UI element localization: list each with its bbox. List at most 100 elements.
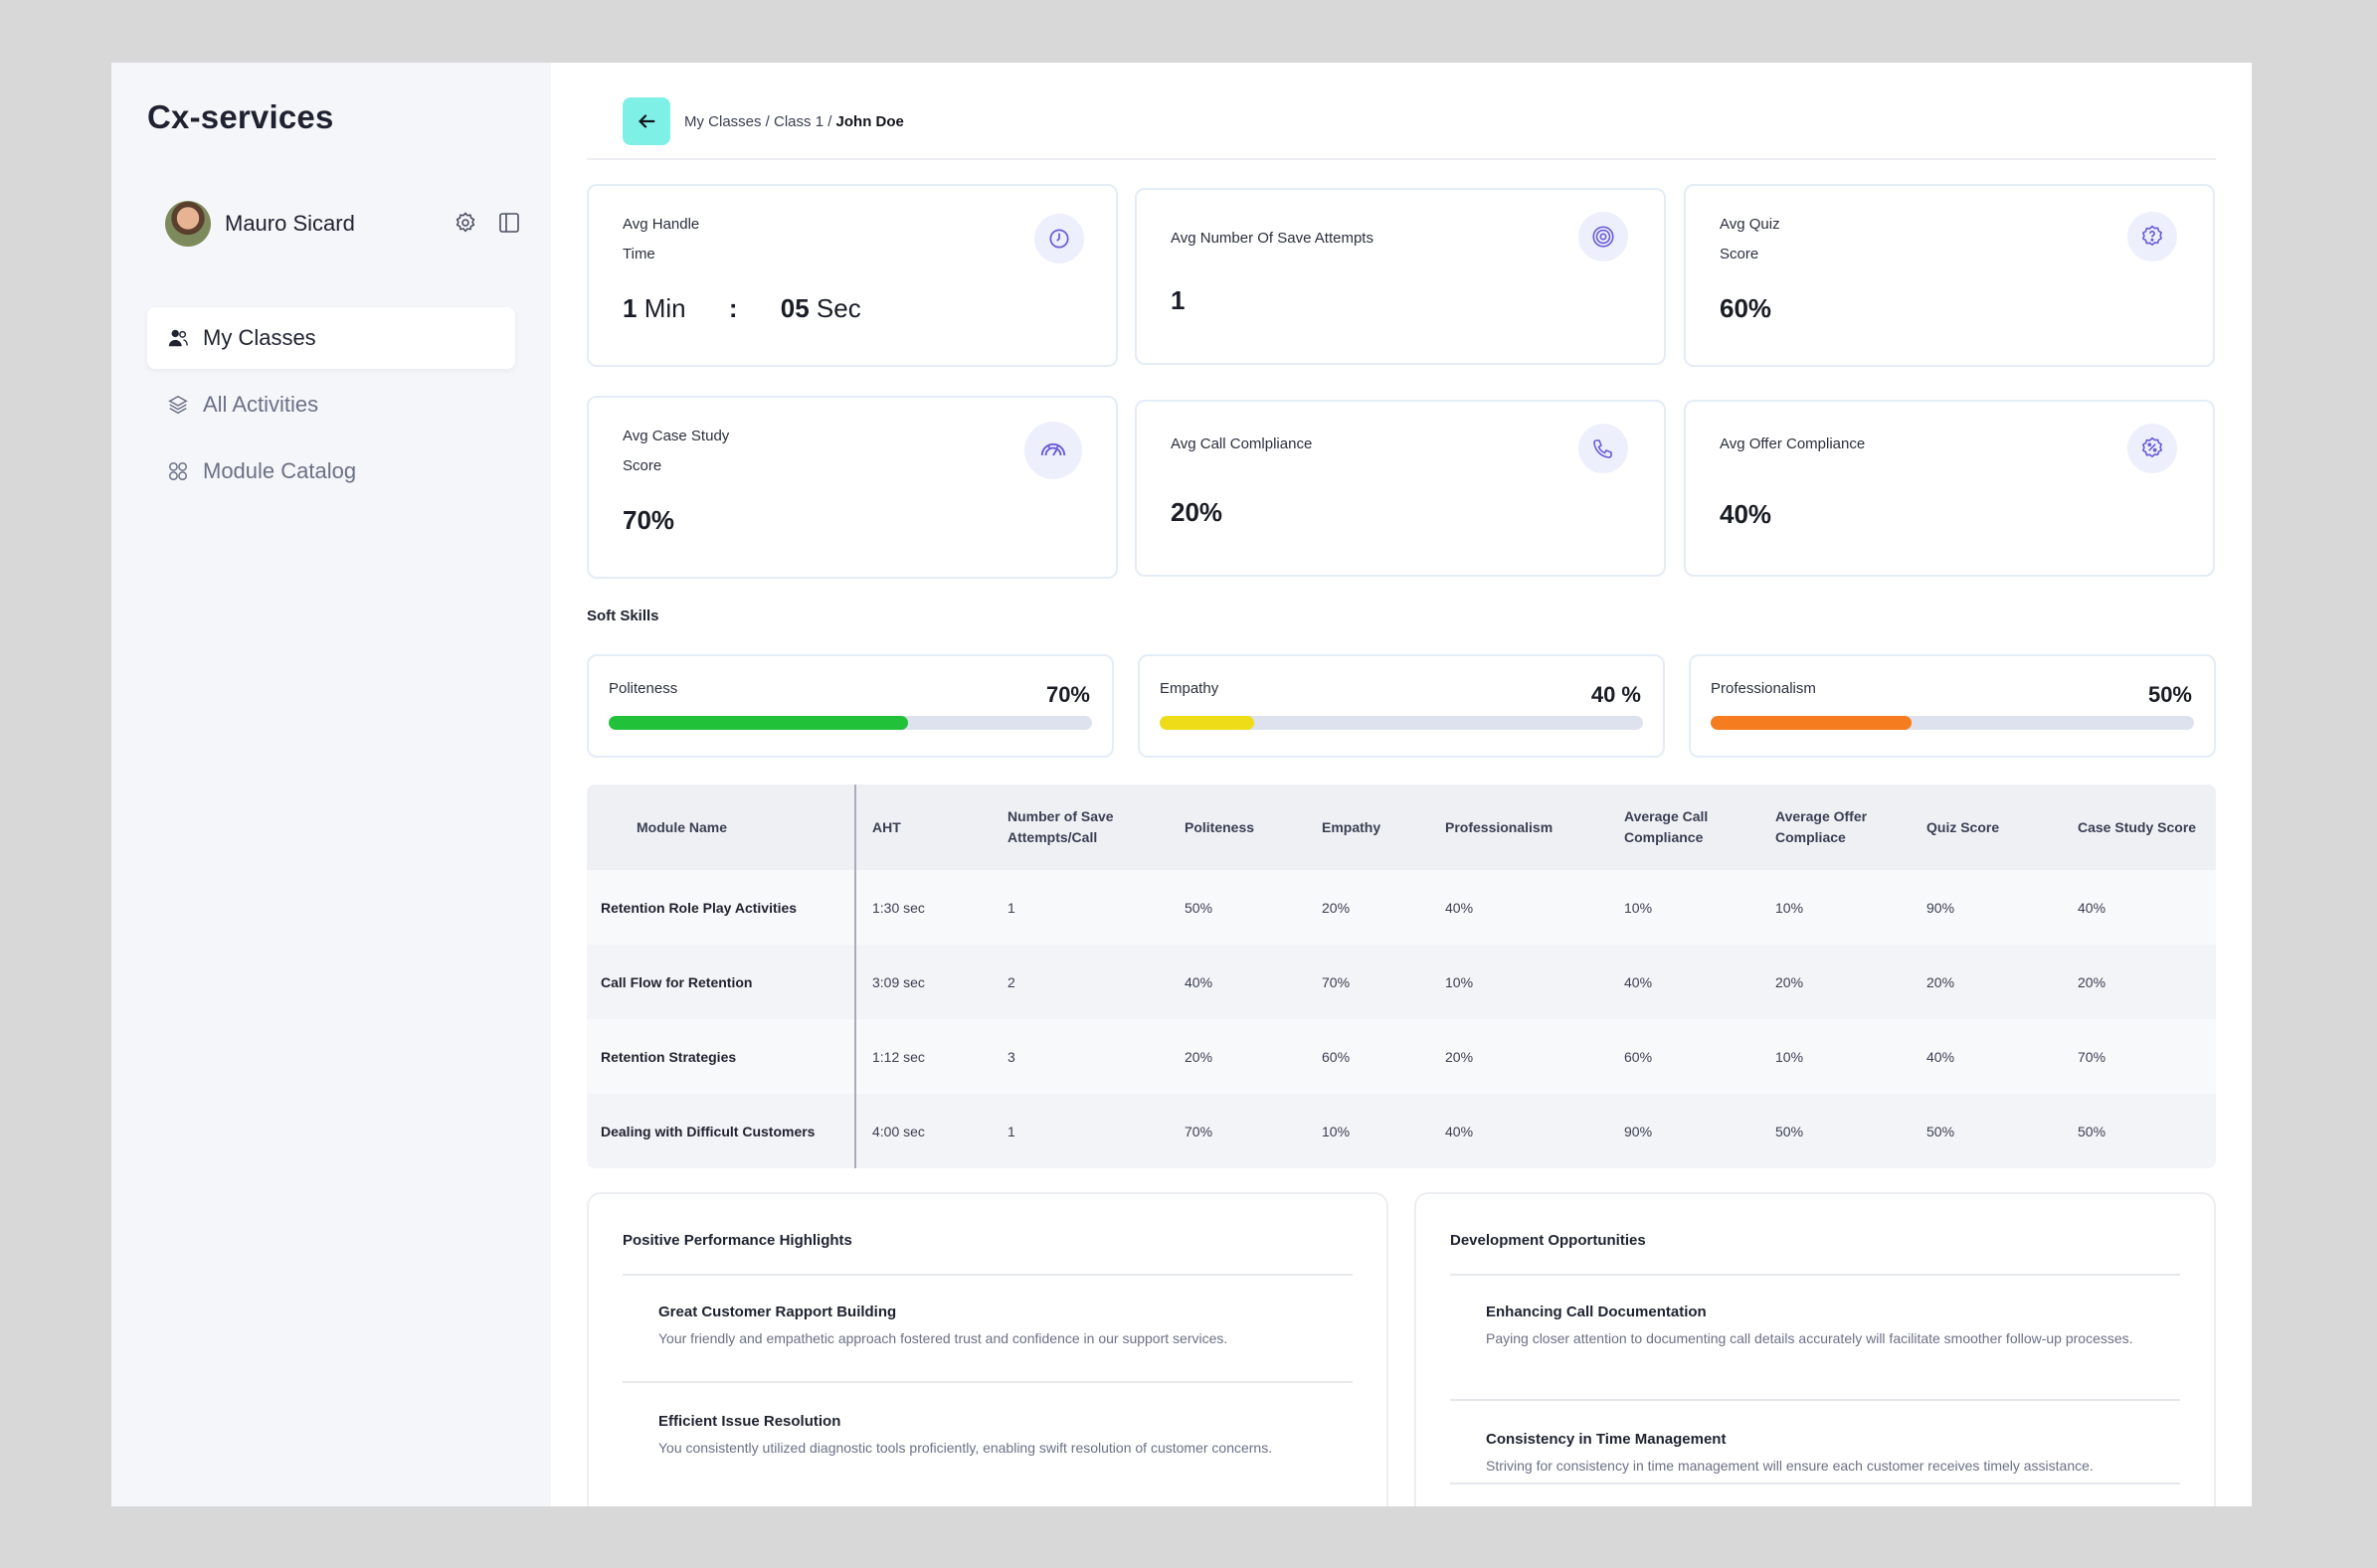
stat-card-quiz-score: Avg Quiz Score 60%: [1684, 184, 2215, 367]
highlight-text: You consistently utilized diagnostic too…: [658, 1440, 1273, 1456]
table-cell: 1: [992, 870, 1169, 945]
opportunity-title: Consistency in Time Management: [1486, 1431, 1727, 1448]
time-separator: :: [728, 293, 738, 323]
table-row[interactable]: Dealing with Difficult Customers 4:00 sec…: [587, 1094, 2216, 1168]
sidebar-toggle-icon[interactable]: [495, 209, 523, 237]
user-profile: Mauro Sicard: [165, 199, 523, 249]
table-row[interactable]: Retention Role Play Activities 1:30 sec 1 5…: [587, 870, 2216, 945]
table-cell: 10%: [1608, 870, 1759, 945]
table-cell: 3:09 sec: [855, 945, 992, 1019]
target-icon: [1578, 212, 1628, 261]
table-cell: 10%: [1759, 1019, 1911, 1094]
column-header[interactable]: Number of Save Attempts/Call: [992, 784, 1169, 870]
minutes-unit: Min: [643, 293, 686, 323]
table-cell: 50%: [1759, 1094, 1911, 1168]
sidebar-nav: My Classes All Activities Module Catalog: [147, 307, 515, 507]
column-header[interactable]: Empathy: [1306, 784, 1429, 870]
table-cell: 40%: [1429, 870, 1608, 945]
user-name: Mauro Sicard: [225, 211, 355, 236]
column-header[interactable]: Module Name: [587, 784, 856, 870]
breadcrumb-path[interactable]: My Classes / Class 1 /: [684, 112, 836, 130]
panel-title: Positive Performance Highlights: [623, 1232, 852, 1249]
gear-icon[interactable]: [452, 209, 479, 237]
users-icon: [165, 325, 191, 351]
column-header[interactable]: Average Call Compliance: [1608, 784, 1759, 870]
skill-card-politeness: Politeness 70%: [587, 654, 1114, 758]
stat-card-case-study: Avg Case Study Score 70%: [587, 396, 1118, 579]
table-cell: 50%: [1911, 1094, 2062, 1168]
table-cell: 70%: [2062, 1019, 2216, 1094]
table-cell: 40%: [1429, 1094, 1608, 1168]
sidebar-item-my-classes[interactable]: My Classes: [147, 307, 515, 369]
table-cell: 20%: [1306, 870, 1429, 945]
skill-percent: 40 %: [1590, 682, 1641, 707]
divider: [1450, 1482, 2180, 1484]
opportunity-text: Paying closer attention to documenting c…: [1486, 1330, 2133, 1346]
table-cell: 20%: [1911, 945, 2062, 1019]
stat-card-call-compliance: Avg Call Comlpliance 20%: [1135, 400, 1666, 577]
stat-value: 70%: [623, 505, 675, 535]
skill-card-empathy: Empathy 40 %: [1138, 654, 1665, 758]
table-cell: 4:00 sec: [855, 1094, 992, 1168]
gauge-icon: [1024, 422, 1082, 479]
progress-fill: [609, 716, 909, 730]
table-cell: 90%: [1608, 1094, 1759, 1168]
skill-percent: 50%: [2147, 682, 2192, 707]
sidebar-item-label: Module Catalog: [203, 458, 357, 483]
column-header[interactable]: Politeness: [1169, 784, 1306, 870]
progress-track: [1160, 716, 1643, 730]
stat-label: Avg Offer Compliance: [1720, 436, 1866, 452]
table-cell: Retention Role Play Activities: [587, 870, 856, 945]
avatar[interactable]: [165, 201, 211, 247]
table-cell: 70%: [1169, 1094, 1306, 1168]
skill-label: Empathy: [1160, 680, 1219, 697]
table-cell: 10%: [1759, 870, 1911, 945]
divider: [623, 1274, 1353, 1276]
back-button[interactable]: [623, 97, 670, 145]
column-header[interactable]: Quiz Score: [1911, 784, 2062, 870]
skill-label: Politeness: [609, 680, 678, 697]
table-row[interactable]: Retention Strategies 1:12 sec 3 20% 60% 20% 60…: [587, 1019, 2216, 1094]
stat-value: 60%: [1720, 293, 1772, 323]
grid-icon: [165, 458, 191, 484]
table-cell: 50%: [2062, 1094, 2216, 1168]
divider: [623, 1381, 1353, 1383]
sidebar-item-module-catalog[interactable]: Module Catalog: [147, 440, 515, 502]
stat-card-offer-compliance: Avg Offer Compliance 40%: [1684, 400, 2215, 577]
column-header[interactable]: Average Offer Compliace: [1759, 784, 1911, 870]
clock-icon: [1034, 214, 1084, 263]
development-opportunities-panel: Development Opportunities Enhancing Call…: [1414, 1192, 2216, 1506]
table-header-row: Module Name AHT Number of Save Attempts/…: [587, 784, 2216, 870]
panel-title: Development Opportunities: [1450, 1232, 1646, 1249]
modules-table: Module Name AHT Number of Save Attempts/…: [587, 784, 2216, 1168]
arrow-left-icon: [639, 114, 655, 128]
table-cell: 20%: [1429, 1019, 1608, 1094]
highlight-text: Your friendly and empathetic approach fo…: [658, 1330, 1228, 1346]
stat-value: 40%: [1720, 499, 1772, 529]
app-window: Cx-services Mauro Sicard My Classes: [111, 63, 2252, 1506]
stat-value: 20%: [1171, 497, 1223, 527]
table-cell: 20%: [1759, 945, 1911, 1019]
table-cell: 2: [992, 945, 1169, 1019]
table-cell: 1:12 sec: [855, 1019, 992, 1094]
table-cell: 40%: [2062, 870, 2216, 945]
table-cell: 10%: [1306, 1094, 1429, 1168]
table-cell: 40%: [1911, 1019, 2062, 1094]
column-header[interactable]: Professionalism: [1429, 784, 1608, 870]
table-cell: Call Flow for Retention: [587, 945, 856, 1019]
skill-card-professionalism: Professionalism 50%: [1689, 654, 2216, 758]
column-header[interactable]: AHT: [855, 784, 992, 870]
table-cell: 60%: [1608, 1019, 1759, 1094]
progress-track: [1711, 716, 2194, 730]
divider: [1450, 1399, 2180, 1401]
phone-icon: [1578, 424, 1628, 473]
column-header[interactable]: Case Study Score: [2062, 784, 2216, 870]
stat-label: Avg Case Study Score: [623, 428, 730, 474]
opportunity-title: Enhancing Call Documentation: [1486, 1304, 1707, 1320]
layers-icon: [165, 392, 191, 418]
table-cell: 40%: [1169, 945, 1306, 1019]
table-row[interactable]: Call Flow for Retention 3:09 sec 2 40% 70% 10…: [587, 945, 2216, 1019]
question-badge-icon: [2127, 212, 2177, 261]
sidebar-item-all-activities[interactable]: All Activities: [147, 374, 515, 436]
table-cell: Retention Strategies: [587, 1019, 856, 1094]
